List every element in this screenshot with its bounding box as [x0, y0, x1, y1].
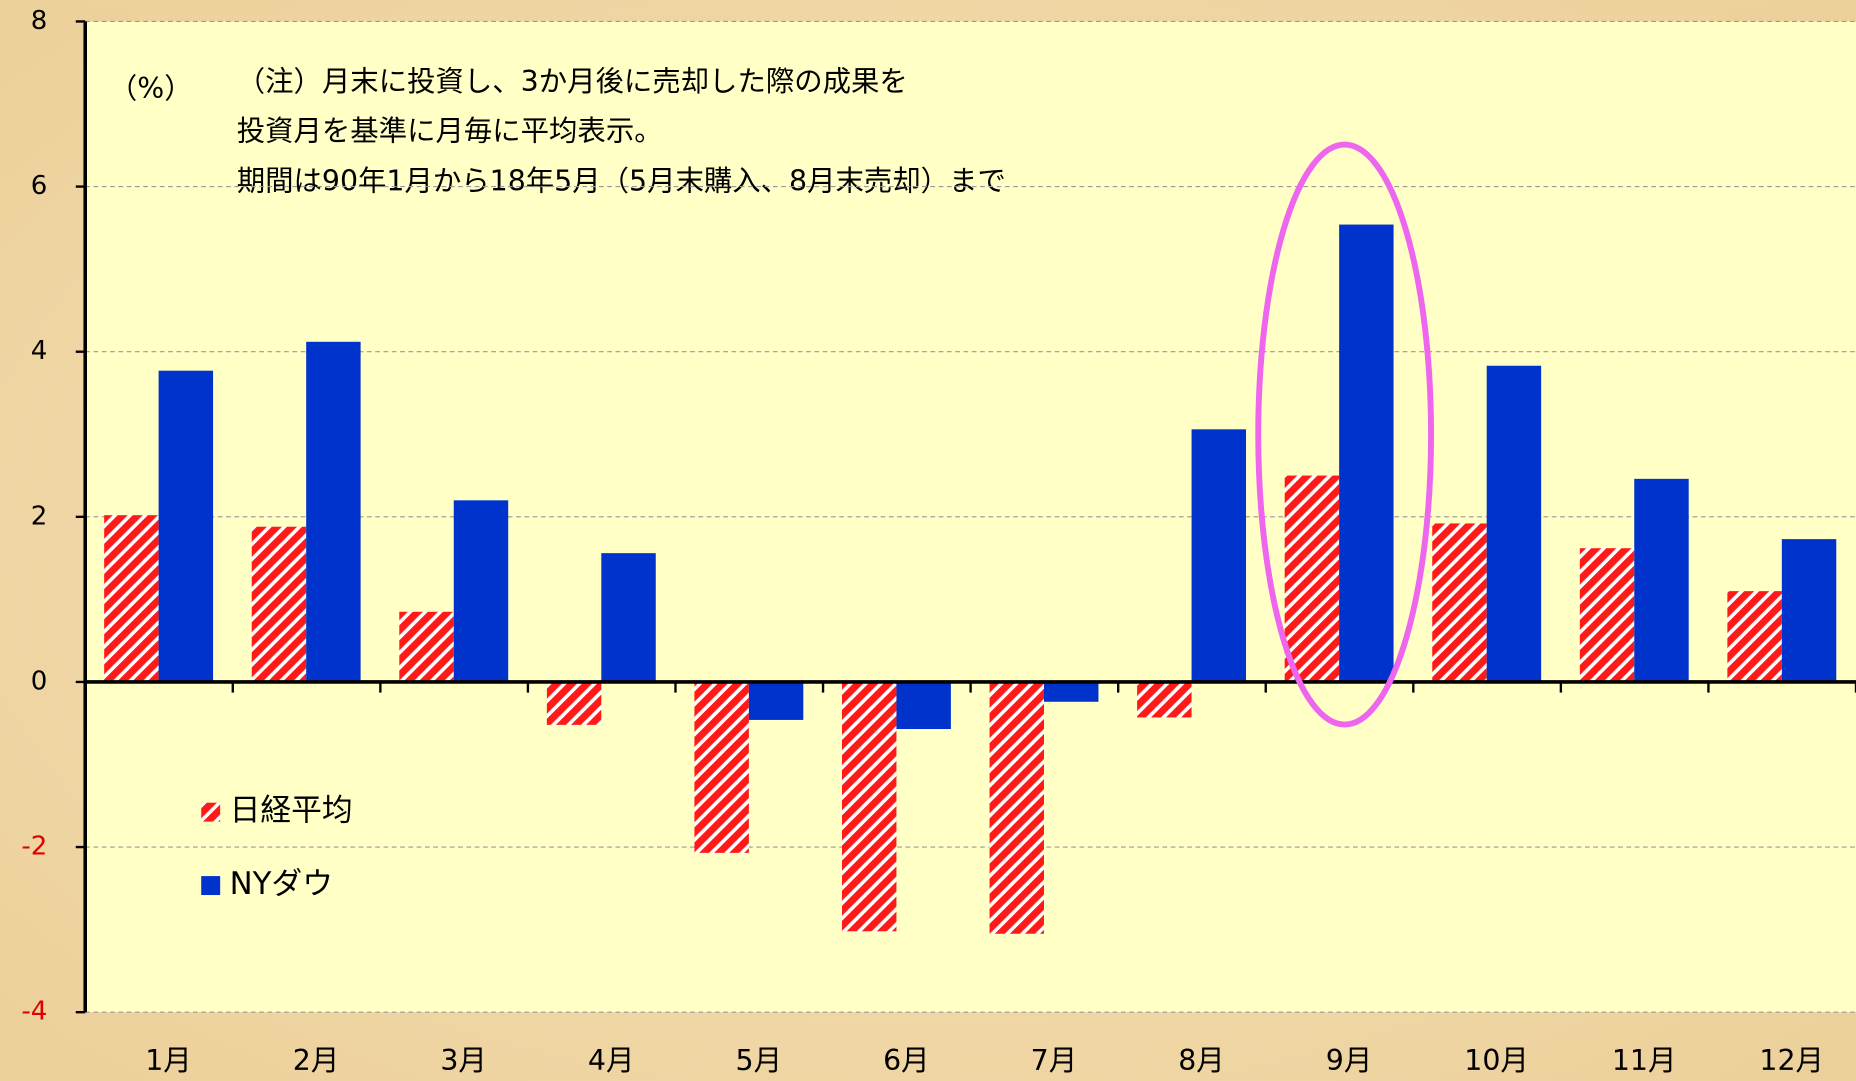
legend-label: NYダウ: [230, 866, 333, 902]
x-tick-label: 9月: [1326, 1044, 1372, 1077]
x-tick-label: 2月: [293, 1044, 339, 1077]
bar: [546, 681, 602, 725]
bar: [1284, 475, 1340, 682]
bar: [1634, 478, 1689, 682]
y-tick-label: -2: [21, 832, 47, 862]
bar: [1137, 681, 1192, 718]
unit-label: （%）: [109, 72, 193, 105]
y-tick-label: 4: [31, 336, 48, 366]
bar: [1727, 591, 1782, 682]
bar: [1339, 224, 1394, 682]
bar: [841, 681, 897, 932]
x-tick-label: 6月: [883, 1044, 929, 1077]
legend-swatch: [201, 876, 221, 896]
bar: [989, 681, 1044, 934]
bar: [1781, 539, 1837, 682]
annotation: 投資月を基準に月毎に平均表示。: [237, 115, 663, 148]
x-tick-label: 11月: [1612, 1044, 1677, 1077]
bar: [251, 526, 307, 682]
x-tick-label: 4月: [588, 1044, 634, 1077]
x-tick-label: 3月: [440, 1044, 486, 1077]
legend-swatch: [201, 802, 221, 822]
bar: [1191, 429, 1247, 682]
bar: [896, 681, 951, 730]
bar: [694, 681, 749, 853]
y-tick-label: 2: [31, 501, 48, 531]
y-tick-label: 8: [31, 6, 48, 36]
bar: [399, 611, 454, 682]
annotation: 期間は90年1月から18年5月（5月末購入、8月末売却）まで: [237, 164, 1006, 197]
bar: [158, 370, 214, 682]
x-tick-label: 12月: [1759, 1044, 1824, 1077]
bar: [1432, 523, 1487, 682]
y-tick-label: -4: [21, 997, 47, 1027]
bar: [1579, 548, 1635, 682]
y-tick-label: 6: [31, 171, 48, 201]
bar: [1044, 681, 1099, 702]
x-tick-label: 10月: [1464, 1044, 1529, 1077]
x-tick-label: 8月: [1178, 1044, 1224, 1077]
legend-label: 日経平均: [230, 793, 353, 829]
x-tick-label: 7月: [1031, 1044, 1077, 1077]
bar: [453, 500, 509, 682]
y-tick-label: 0: [31, 666, 48, 696]
bar: [306, 341, 361, 682]
bar: [748, 681, 804, 720]
bar: [1486, 365, 1542, 682]
annotation: （注）月末に投資し、3か月後に売却した際の成果を: [237, 65, 908, 98]
x-tick-label: 1月: [145, 1044, 191, 1077]
highlight-ellipse: [1255, 141, 1435, 728]
bar: [601, 553, 656, 682]
bar: [104, 515, 159, 682]
x-tick-label: 5月: [736, 1044, 782, 1077]
